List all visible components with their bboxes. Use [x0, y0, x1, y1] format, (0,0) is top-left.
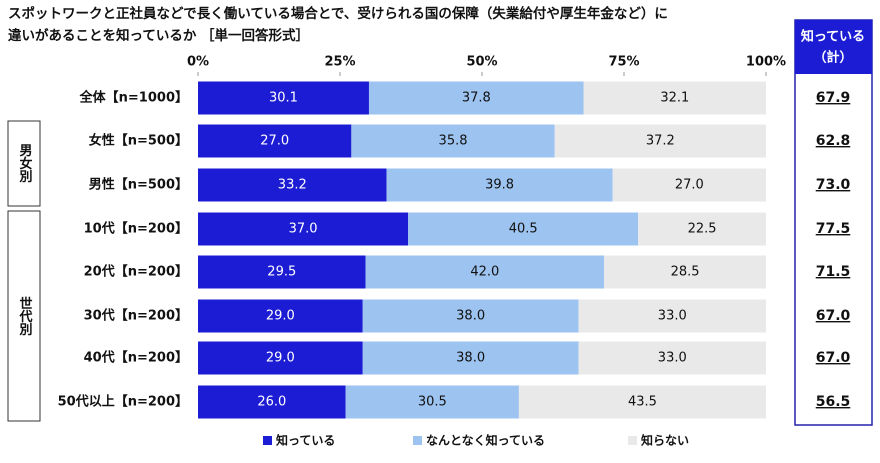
- data-label: 35.8: [439, 134, 468, 149]
- legend-label: なんとなく知っている: [426, 433, 545, 448]
- data-label: 32.1: [660, 91, 689, 106]
- total-value: 67.0: [816, 308, 851, 324]
- data-label: 29.5: [267, 265, 296, 280]
- category-label: 10代【n=200】: [84, 221, 188, 237]
- bar-segment: [386, 168, 613, 202]
- total-value: 71.5: [816, 264, 851, 280]
- totals-header: 知っている: [801, 29, 865, 45]
- group-label: 世代別: [17, 296, 34, 337]
- category-label: 全体【n=1000】: [79, 90, 188, 106]
- data-label: 43.5: [628, 395, 657, 410]
- data-label: 42.0: [470, 265, 499, 280]
- data-label: 39.8: [485, 178, 514, 193]
- chart-title: 違いがあることを知っているか ［単一回答形式］: [8, 27, 309, 44]
- total-value: 77.5: [816, 221, 851, 237]
- bar-segment: [554, 124, 766, 158]
- bar-segment: [365, 255, 605, 289]
- data-label: 27.0: [675, 178, 704, 193]
- bar-segment: [198, 299, 363, 333]
- data-label: 37.0: [289, 222, 318, 237]
- group-box: [7, 210, 41, 422]
- data-label: 22.5: [688, 222, 717, 237]
- category-label: 女性【n=500】: [89, 133, 188, 149]
- data-label: 27.0: [260, 134, 289, 149]
- bar-segment: [368, 81, 584, 115]
- data-label: 26.0: [257, 395, 286, 410]
- bar-segment: [612, 168, 766, 202]
- data-label: 28.5: [671, 265, 700, 280]
- data-label: 30.1: [269, 91, 298, 106]
- total-value: 62.8: [816, 133, 851, 149]
- data-label: 38.0: [456, 351, 485, 366]
- category-label: 30代【n=200】: [84, 308, 188, 324]
- legend-label: 知らない: [640, 433, 689, 448]
- data-label: 29.0: [266, 309, 295, 324]
- bar-segment: [198, 255, 366, 289]
- bar-segment: [578, 341, 766, 375]
- totals-header: （計）: [813, 50, 852, 66]
- legend-swatch: [263, 436, 272, 445]
- totals-header-bg: [795, 20, 872, 74]
- data-label: 29.0: [266, 351, 295, 366]
- bar-segment: [351, 124, 555, 158]
- bar-segment: [362, 299, 579, 333]
- x-tick-label: 25%: [324, 55, 355, 70]
- total-value: 67.9: [816, 90, 851, 106]
- bar-segment: [578, 299, 766, 333]
- category-label: 男性【n=500】: [89, 177, 188, 193]
- category-label: 50代以上【n=200】: [58, 394, 188, 410]
- bar-segment: [198, 385, 346, 419]
- bar-segment: [198, 124, 352, 158]
- data-label: 38.0: [456, 309, 485, 324]
- bar-segment: [345, 385, 519, 419]
- bar-segment: [198, 81, 369, 115]
- x-tick-label: 0%: [187, 55, 209, 70]
- total-value: 67.0: [816, 350, 851, 366]
- bar-segment: [518, 385, 766, 419]
- x-tick-label: 100%: [746, 55, 786, 70]
- legend-swatch: [413, 436, 422, 445]
- data-label: 40.5: [509, 222, 538, 237]
- data-label: 37.2: [646, 134, 675, 149]
- bar-segment: [198, 168, 387, 202]
- category-label: 20代【n=200】: [84, 264, 188, 280]
- bar-segment: [583, 81, 766, 115]
- bar-segment: [408, 212, 639, 246]
- data-label: 37.8: [462, 91, 491, 106]
- chart-title: スポットワークと正社員などで長く働いている場合とで、受けられる国の保障（失業給付…: [8, 5, 668, 22]
- category-label: 40代【n=200】: [84, 350, 188, 366]
- x-tick-label: 75%: [608, 55, 639, 70]
- x-tick-label: 50%: [466, 55, 497, 70]
- data-label: 30.5: [418, 395, 447, 410]
- group-box: [7, 120, 41, 207]
- data-label: 33.0: [658, 309, 687, 324]
- data-label: 33.2: [278, 178, 307, 193]
- total-value: 73.0: [816, 177, 851, 193]
- bar-segment: [198, 341, 363, 375]
- legend-label: 知っている: [275, 433, 335, 448]
- bar-segment: [362, 341, 579, 375]
- group-label: 男女別: [17, 144, 34, 184]
- bar-segment: [604, 255, 766, 289]
- bar-segment: [638, 212, 766, 246]
- total-value: 56.5: [816, 394, 851, 410]
- bar-segment: [198, 212, 409, 246]
- data-label: 33.0: [658, 351, 687, 366]
- legend-swatch: [628, 436, 637, 445]
